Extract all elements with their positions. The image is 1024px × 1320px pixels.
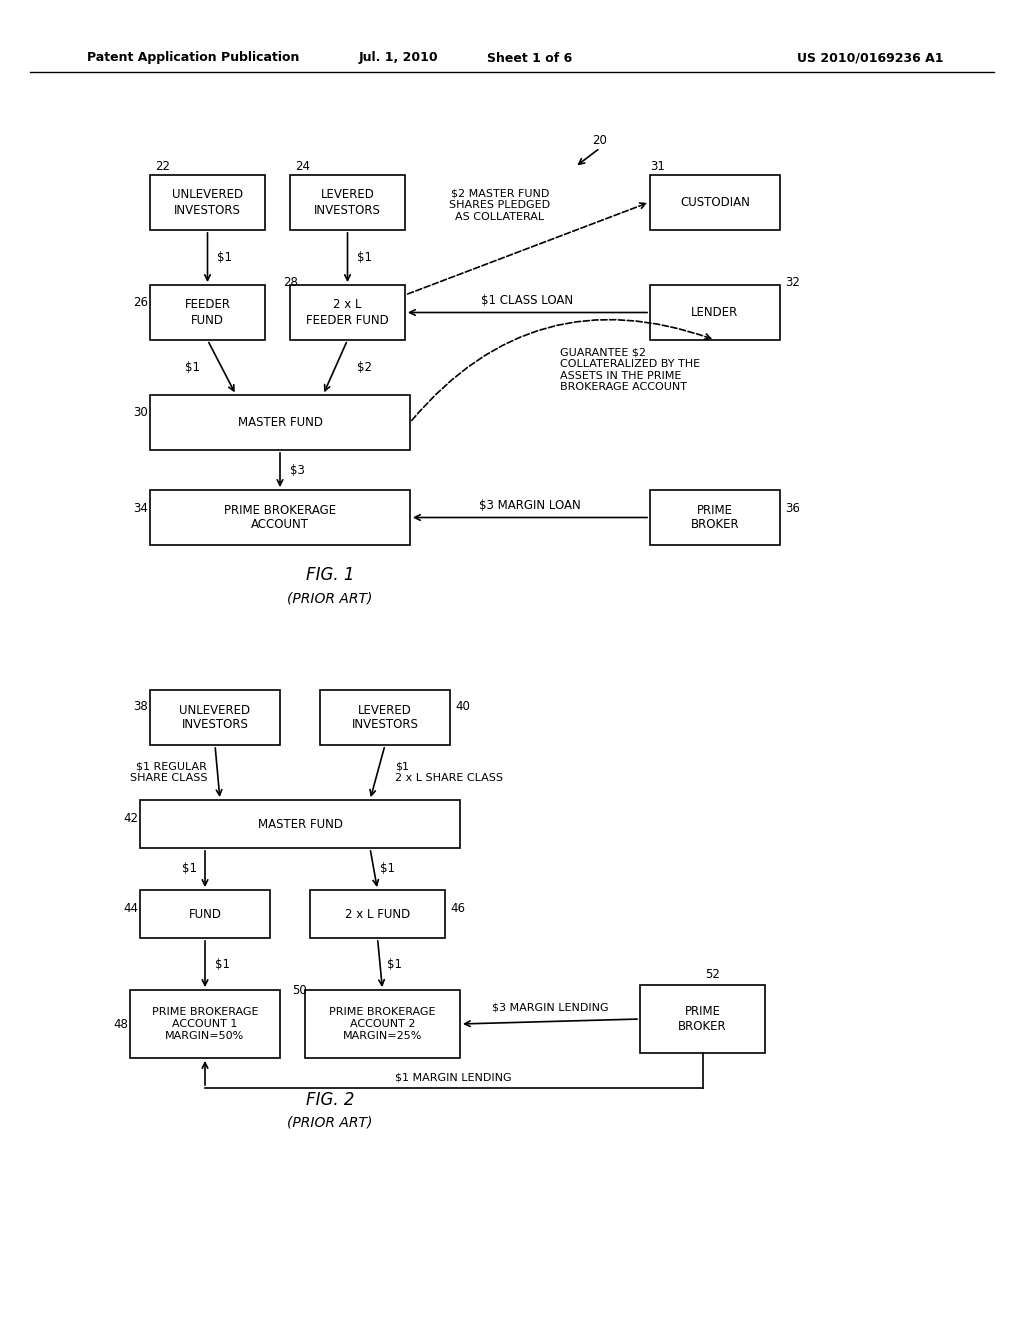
Bar: [640, 985, 765, 1053]
Bar: [305, 990, 460, 1059]
Text: CUSTODIAN: CUSTODIAN: [680, 195, 750, 209]
Text: (PRIOR ART): (PRIOR ART): [288, 591, 373, 605]
Text: LEVERED
INVESTORS: LEVERED INVESTORS: [314, 189, 381, 216]
Text: $1 CLASS LOAN: $1 CLASS LOAN: [481, 294, 573, 308]
Text: 36: 36: [785, 502, 800, 515]
Bar: [150, 285, 265, 341]
Text: PRIME
BROKER: PRIME BROKER: [690, 503, 739, 532]
Text: 50: 50: [292, 983, 307, 997]
Text: 48: 48: [113, 1019, 128, 1031]
Text: (PRIOR ART): (PRIOR ART): [288, 1115, 373, 1129]
Text: $3 MARGIN LENDING: $3 MARGIN LENDING: [492, 1002, 608, 1012]
Text: 52: 52: [705, 969, 720, 982]
Bar: [150, 176, 265, 230]
Text: 40: 40: [455, 700, 470, 713]
Text: FIG. 2: FIG. 2: [306, 1092, 354, 1109]
Text: $1: $1: [182, 862, 197, 875]
Text: 26: 26: [133, 297, 148, 309]
Text: $1
2 x L SHARE CLASS: $1 2 x L SHARE CLASS: [395, 762, 503, 783]
Bar: [150, 690, 280, 744]
Text: FUND: FUND: [188, 908, 221, 920]
Text: $3: $3: [290, 463, 305, 477]
Bar: [319, 690, 450, 744]
Text: $1: $1: [184, 360, 200, 374]
Bar: [310, 890, 445, 939]
Text: 32: 32: [785, 276, 800, 289]
Text: PRIME BROKERAGE
ACCOUNT: PRIME BROKERAGE ACCOUNT: [224, 503, 336, 532]
Text: $3 MARGIN LOAN: $3 MARGIN LOAN: [479, 499, 581, 512]
Text: 34: 34: [133, 502, 147, 515]
Bar: [130, 990, 280, 1059]
Text: $1: $1: [215, 957, 230, 970]
Text: $1: $1: [380, 862, 395, 875]
Bar: [140, 800, 460, 847]
Text: GUARANTEE $2
COLLATERALIZED BY THE
ASSETS IN THE PRIME
BROKERAGE ACCOUNT: GUARANTEE $2 COLLATERALIZED BY THE ASSET…: [560, 347, 700, 392]
Text: UNLEVERED
INVESTORS: UNLEVERED INVESTORS: [179, 704, 251, 731]
Bar: [650, 490, 780, 545]
Text: PRIME BROKERAGE
ACCOUNT 1
MARGIN=50%: PRIME BROKERAGE ACCOUNT 1 MARGIN=50%: [152, 1007, 258, 1040]
Text: FIG. 1: FIG. 1: [306, 566, 354, 583]
Text: 28: 28: [283, 276, 298, 289]
Text: MASTER FUND: MASTER FUND: [257, 817, 342, 830]
Bar: [150, 395, 410, 450]
Text: 2 x L
FEEDER FUND: 2 x L FEEDER FUND: [306, 298, 389, 326]
Text: 38: 38: [133, 700, 147, 713]
Bar: [150, 490, 410, 545]
Text: $2 MASTER FUND
SHARES PLEDGED
AS COLLATERAL: $2 MASTER FUND SHARES PLEDGED AS COLLATE…: [450, 189, 551, 222]
Bar: [650, 285, 780, 341]
Text: PRIME BROKERAGE
ACCOUNT 2
MARGIN=25%: PRIME BROKERAGE ACCOUNT 2 MARGIN=25%: [330, 1007, 436, 1040]
Text: Sheet 1 of 6: Sheet 1 of 6: [487, 51, 572, 65]
Text: 44: 44: [123, 902, 138, 915]
Text: 31: 31: [650, 161, 665, 173]
Text: 24: 24: [295, 161, 310, 173]
Text: $1 REGULAR
SHARE CLASS: $1 REGULAR SHARE CLASS: [129, 762, 207, 783]
Text: $1: $1: [387, 957, 402, 970]
Text: LENDER: LENDER: [691, 306, 738, 319]
Text: $1: $1: [217, 251, 232, 264]
Text: US 2010/0169236 A1: US 2010/0169236 A1: [797, 51, 943, 65]
Text: 30: 30: [133, 407, 147, 420]
Text: $2: $2: [357, 360, 373, 374]
Text: PRIME
BROKER: PRIME BROKER: [678, 1005, 727, 1034]
Text: 2 x L FUND: 2 x L FUND: [345, 908, 411, 920]
Text: 46: 46: [450, 902, 465, 915]
Text: FEEDER
FUND: FEEDER FUND: [184, 298, 230, 326]
Bar: [650, 176, 780, 230]
Text: $1: $1: [357, 251, 373, 264]
Text: 42: 42: [123, 812, 138, 825]
Text: 22: 22: [155, 161, 170, 173]
Text: Patent Application Publication: Patent Application Publication: [87, 51, 299, 65]
Bar: [290, 285, 406, 341]
Text: UNLEVERED
INVESTORS: UNLEVERED INVESTORS: [172, 189, 243, 216]
Text: $1 MARGIN LENDING: $1 MARGIN LENDING: [395, 1073, 512, 1082]
Bar: [290, 176, 406, 230]
Text: Jul. 1, 2010: Jul. 1, 2010: [358, 51, 438, 65]
Bar: [140, 890, 270, 939]
Text: MASTER FUND: MASTER FUND: [238, 416, 323, 429]
Text: LEVERED
INVESTORS: LEVERED INVESTORS: [351, 704, 419, 731]
Text: 20: 20: [593, 133, 607, 147]
